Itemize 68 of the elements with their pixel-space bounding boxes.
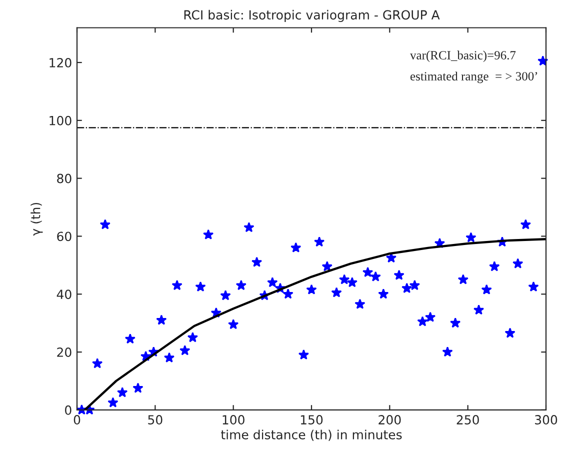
point <box>512 258 524 268</box>
point <box>290 242 302 252</box>
chart-title: RCI basic: Isotropic variogram - GROUP A <box>184 10 440 22</box>
y-tick-label: 120 <box>50 58 72 68</box>
point <box>228 318 239 330</box>
point <box>117 387 128 398</box>
point <box>362 266 374 278</box>
point <box>466 232 476 242</box>
point <box>489 261 500 272</box>
y-tick-label: 60 <box>57 232 72 242</box>
point <box>409 280 420 290</box>
x-tick-label: 0 <box>74 415 80 424</box>
point <box>378 288 389 299</box>
point <box>458 274 468 284</box>
point <box>282 288 294 299</box>
point <box>424 312 436 322</box>
point <box>100 219 110 230</box>
y-axis-title: γ (th) <box>30 202 43 236</box>
point <box>450 318 461 328</box>
y-tick-label: 40 <box>56 290 72 300</box>
point <box>331 287 342 298</box>
point <box>195 281 206 292</box>
point <box>346 277 358 288</box>
point <box>520 219 531 230</box>
point <box>481 284 492 294</box>
annotation: var(RCI_basic)=96.7 <box>410 50 516 62</box>
x-tick-label: 300 <box>535 415 558 424</box>
point <box>187 332 198 342</box>
annotation: estimated range = > 300’ <box>410 72 538 84</box>
point <box>108 397 118 408</box>
y-tick-label: 20 <box>57 348 72 357</box>
point <box>306 284 317 294</box>
point <box>244 222 254 232</box>
y-tick-label: 100 <box>50 116 72 126</box>
point <box>203 229 214 240</box>
x-tick-label: 100 <box>222 415 244 424</box>
x-axis-title: time distance (th) in minutes <box>221 430 402 441</box>
point <box>339 274 350 284</box>
x-tick-label: 150 <box>300 415 323 424</box>
point <box>370 271 381 282</box>
point <box>417 316 428 326</box>
point <box>220 290 231 300</box>
point <box>124 333 136 344</box>
point <box>172 280 182 290</box>
point <box>528 281 539 292</box>
point <box>354 298 366 309</box>
point <box>402 282 412 293</box>
point <box>236 280 246 290</box>
point <box>394 270 404 280</box>
point <box>298 349 310 360</box>
point <box>442 346 453 357</box>
point <box>473 304 484 315</box>
x-tick-label: 50 <box>148 415 162 424</box>
y-tick-label: 0 <box>65 405 72 415</box>
point <box>156 314 167 325</box>
point <box>538 55 548 66</box>
point <box>322 261 332 272</box>
point <box>504 328 516 338</box>
point <box>251 256 262 267</box>
point <box>164 352 175 362</box>
x-tick-label: 200 <box>378 415 401 424</box>
x-tick-label: 250 <box>456 415 479 424</box>
point <box>132 382 144 393</box>
point <box>180 345 190 356</box>
point <box>314 236 325 247</box>
point <box>267 277 278 288</box>
point <box>92 358 103 368</box>
y-tick-label: 80 <box>57 174 72 184</box>
